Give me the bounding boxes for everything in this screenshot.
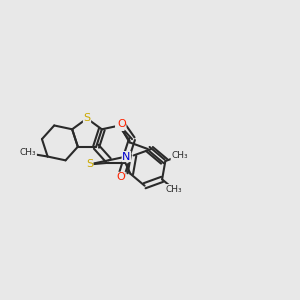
Text: O: O	[117, 119, 126, 129]
Text: S: S	[83, 113, 91, 124]
Text: O: O	[116, 172, 125, 182]
Text: CH₃: CH₃	[165, 184, 182, 194]
Text: CH₃: CH₃	[20, 148, 36, 157]
Text: CH₃: CH₃	[171, 152, 188, 160]
Text: N: N	[122, 152, 130, 161]
Text: S: S	[86, 159, 93, 170]
Text: N: N	[116, 121, 124, 130]
